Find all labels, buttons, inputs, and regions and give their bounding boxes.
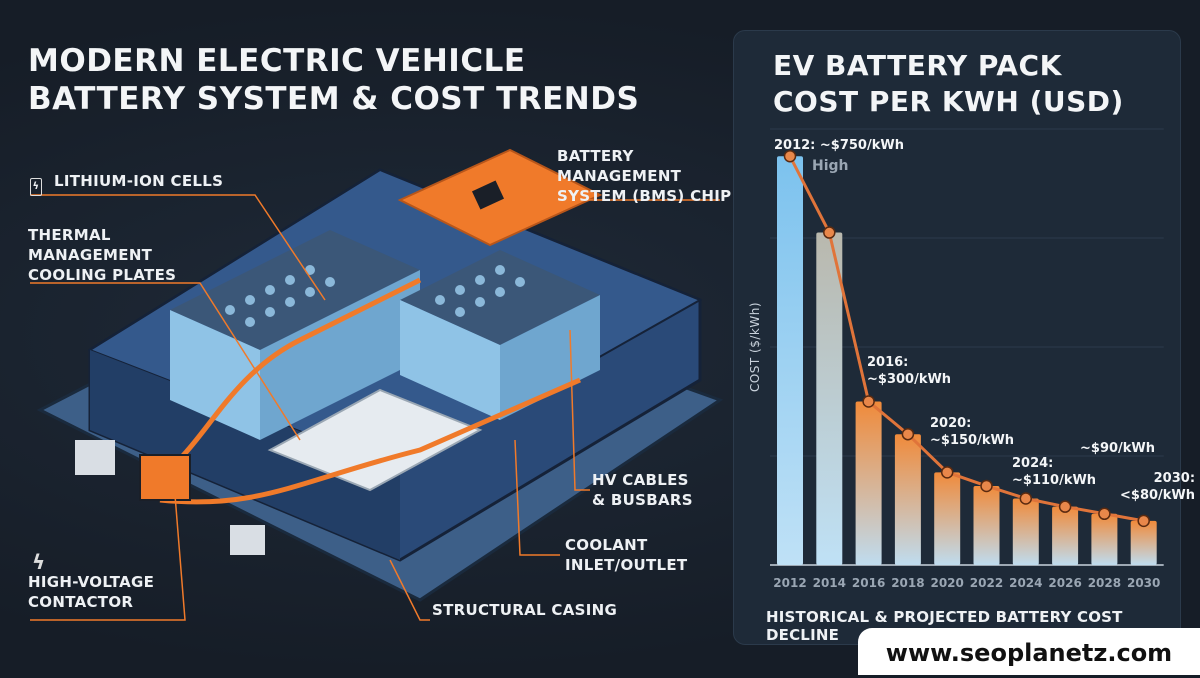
label-bms-chip: BATTERY MANAGEMENT SYSTEM (BMS) CHIP	[557, 146, 731, 206]
annotation-2020: 2020: ~$150/kWh	[930, 415, 1014, 449]
battery-icon: ϟ	[30, 178, 42, 196]
trend-line	[788, 155, 1144, 523]
annotation-text: ~$90/kWh	[1080, 441, 1156, 456]
label-text: THERMAL	[28, 226, 111, 244]
bar-2016	[855, 401, 882, 565]
lightning-bolt-icon: ϟ	[32, 550, 46, 574]
x-tick-label: 2026	[1048, 576, 1081, 590]
annotation-2028: ~$90/kWh	[1080, 440, 1155, 457]
bar-2024	[1012, 498, 1039, 565]
bar-2028	[1091, 513, 1118, 565]
title-line-1: MODERN ELECTRIC VEHICLE	[28, 43, 526, 79]
annotation-text: 2030:	[1153, 471, 1196, 486]
annotation-text: 2024:	[1012, 456, 1054, 471]
cost-chart: 2012 2014 2016 2018 2020 2022 2024 2026 2028 2030	[770, 128, 1164, 590]
label-text: HV CABLES	[592, 471, 689, 489]
label-text: COOLANT	[565, 536, 648, 554]
annotation-text: 2016:	[867, 355, 909, 370]
cooling-plate	[267, 388, 483, 492]
chart-title: EV BATTERY PACK COST PER KWH (USD)	[773, 48, 1124, 120]
trend-point-2016	[862, 395, 875, 408]
bar-2026	[1052, 506, 1079, 565]
trend-point-2028	[1098, 507, 1111, 521]
watermark: www.seoplanetz.com	[858, 628, 1200, 675]
label-text: COOLING PLATES	[28, 266, 177, 284]
annotation-2024: 2024: ~$110/kWh	[1012, 455, 1096, 489]
annotation-text: High	[812, 158, 849, 174]
x-tick-label: 2012	[773, 576, 806, 590]
x-tick-label: 2028	[1088, 576, 1121, 590]
annotation-2016: 2016: ~$300/kWh	[867, 354, 951, 388]
label-text: HIGH-VOLTAGE	[28, 573, 155, 591]
label-thermal-management: THERMAL MANAGEMENT COOLING PLATES	[28, 225, 176, 285]
chart-title-line-2: COST PER KWH (USD)	[773, 85, 1124, 118]
x-tick-label: 2018	[891, 576, 924, 590]
x-tick-label: 2030	[1127, 576, 1160, 590]
x-tick-label: 2016	[852, 576, 885, 590]
contactor	[139, 454, 191, 501]
trend-point-2030	[1137, 514, 1150, 528]
bar-2018	[894, 434, 921, 565]
trend-point-2026	[1058, 500, 1072, 513]
bar-2030	[1130, 520, 1157, 565]
label-coolant: COOLANT INLET/OUTLET	[565, 535, 687, 575]
trend-point-2024	[1019, 492, 1033, 505]
annotation-text: ~$150/kWh	[930, 433, 1015, 448]
label-text: & BUSBARS	[592, 491, 693, 509]
chart-title-line-1: EV BATTERY PACK	[773, 49, 1062, 82]
label-text: LITHIUM-ION CELLS	[54, 172, 224, 190]
annotation-2030: 2030: <$80/kWh	[1120, 470, 1195, 504]
label-text: BATTERY	[557, 147, 634, 165]
label-text: SYSTEM (BMS) CHIP	[557, 187, 732, 205]
bar-2020	[934, 472, 961, 565]
annotation-text: ~$300/kWh	[867, 372, 952, 387]
trend-point-2012	[783, 150, 797, 163]
trend-point-2014	[823, 226, 836, 239]
trend-point-2022	[980, 479, 993, 493]
x-tick-label: 2022	[970, 576, 1003, 590]
annotation-text: 2012: ~$750/kWh	[774, 138, 904, 153]
annotation-text: 2020:	[930, 416, 972, 431]
annotation-2012: High	[812, 158, 849, 175]
x-axis-caption: HISTORICAL & PROJECTED BATTERY COST DECL…	[766, 608, 1123, 644]
trend-point-2018	[901, 427, 915, 441]
x-tick-label: 2014	[813, 576, 846, 590]
annotation-text: <$80/kWh	[1120, 488, 1196, 503]
title-line-2: BATTERY SYSTEM & COST TRENDS	[28, 81, 640, 117]
trend-point-2020	[940, 466, 954, 479]
bms-chip	[471, 180, 505, 210]
bar-2012	[777, 156, 803, 565]
annotation-text: ~$110/kWh	[1012, 473, 1097, 488]
bar-2022	[973, 485, 1000, 565]
label-text: MANAGEMENT	[28, 246, 153, 264]
page-title: MODERN ELECTRIC VEHICLE BATTERY SYSTEM &…	[28, 42, 639, 118]
label-text: INLET/OUTLET	[565, 556, 688, 574]
label-lithium-ion-cells: ϟ LITHIUM-ION CELLS	[30, 171, 223, 196]
annotation-2012: 2012: ~$750/kWh	[774, 137, 904, 154]
label-hv-cables: HV CABLES & BUSBARS	[592, 470, 693, 510]
battery-pack-illustration	[30, 148, 724, 621]
label-text: MANAGEMENT	[557, 167, 682, 185]
lithium-ion-cells	[170, 230, 600, 440]
bar-2014	[816, 232, 843, 566]
label-contactor: ϟ HIGH-VOLTAGE CONTACTOR	[28, 552, 154, 612]
label-text: CONTACTOR	[28, 593, 134, 611]
x-tick-label: 2024	[1009, 576, 1042, 590]
y-axis-label: COST ($/kWh)	[748, 301, 762, 393]
label-structural-casing: STRUCTURAL CASING	[432, 601, 618, 619]
x-tick-label: 2020	[930, 576, 963, 590]
